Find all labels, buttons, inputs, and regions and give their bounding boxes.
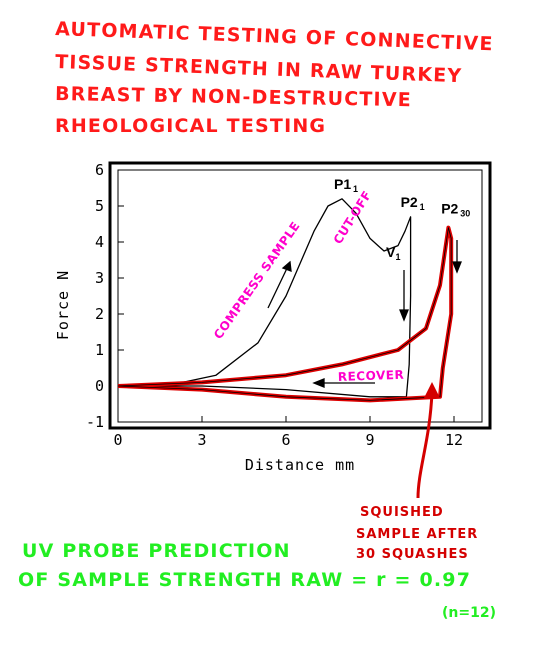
y-tick-label: 6 [95,161,104,179]
y-tick-label: -1 [86,413,104,431]
peak-label: P2 [401,194,418,210]
y-tick-label: 0 [95,377,104,395]
peak-label: V [386,244,396,260]
annotation-cut-off: CUT-OFF [331,188,375,246]
note-line-3: 30 SQUASHES [356,547,469,562]
y-tick-label: 1 [95,341,104,359]
series-line-1 [117,198,412,398]
result: UV PROBE PREDICTION OF SAMPLE STRENGTH R… [18,540,496,621]
compress-arrowhead [281,260,292,272]
title: AUTOMATIC TESTING OF CONNECTIVE TISSUE S… [55,18,494,137]
squished-note: SQUISHED SAMPLE AFTER 30 SQUASHES [356,505,478,562]
x-tick-label: 12 [445,431,463,449]
series-layer [117,198,454,403]
peak-label-subscript: 1 [353,184,358,194]
result-line-2: OF SAMPLE STRENGTH RAW = r = 0.97 [18,569,471,591]
annotation-compress-sample: COMPRESS SAMPLE [211,219,303,342]
x-axis-label: Distance mm [245,456,355,474]
title-line-4: RHEOLOGICAL TESTING [55,115,326,137]
result-line-1: UV PROBE PREDICTION [22,540,291,562]
x-tick-label: 9 [365,431,374,449]
x-tick-label: 6 [281,431,290,449]
y-tick-label: 4 [95,233,104,251]
title-line-1: AUTOMATIC TESTING OF CONNECTIVE [55,18,494,55]
series-line-2-outline [117,227,452,401]
peak-label: P1 [334,176,351,192]
annotation-recover: RECOVER [338,368,405,384]
plot-frame [108,161,492,430]
title-line-3: BREAST BY NON-DESTRUCTIVE [55,83,412,111]
cutoff-down-arrowhead [399,309,409,322]
peak-label-subscript: 1 [396,252,401,262]
y-tick-label: 3 [95,269,104,287]
recover-arrowhead [312,378,325,388]
x-tick-label: 0 [113,431,122,449]
x-tick-label: 3 [197,431,206,449]
y-tick-label: 2 [95,305,104,323]
title-line-2: TISSUE STRENGTH IN RAW TURKEY [55,51,463,87]
plot-inner-frame [117,169,483,423]
result-n-label: (n=12) [442,605,496,621]
p230-arrowhead [452,261,462,274]
peak-label-subscript: 30 [460,209,470,219]
peak-labels: P1 1P2 1 P2 30V 1 [334,176,470,262]
note-line-1: SQUISHED [360,505,444,520]
direction-arrows [267,240,462,388]
note-line-2: SAMPLE AFTER [356,527,478,542]
x-ticks: 0 3 6 9 12 [113,416,463,449]
squished-pointer [416,382,440,499]
y-axis-label: Force N [54,270,72,340]
peak-label-subscript: 1 [420,202,425,212]
y-ticks: -1 0 1 2 3 4 5 6 [86,161,124,431]
y-tick-label: 5 [95,197,104,215]
peak-label: P2 [441,201,458,217]
